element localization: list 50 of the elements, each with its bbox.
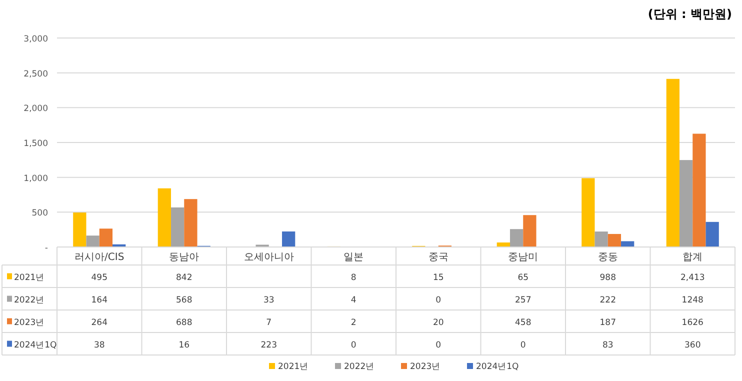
y-tick-label: 500 (32, 208, 48, 219)
x-tick-label: 중국 (428, 252, 448, 263)
y-tick-label: 2,500 (24, 69, 48, 80)
data-label: 20 (432, 318, 444, 328)
data-label: 264 (91, 318, 108, 328)
data-label: 688 (176, 318, 192, 328)
data-label: 2,413 (680, 272, 705, 283)
data-label: 257 (515, 295, 532, 306)
data-label: 16 (178, 340, 190, 350)
data-label: 8 (350, 272, 356, 283)
x-tick-label: 합계 (682, 252, 703, 263)
y-tick-label: 1,000 (24, 174, 48, 184)
y-tick-label: - (44, 244, 48, 254)
data-label: 222 (600, 295, 616, 306)
data-label: 842 (176, 272, 192, 283)
legend-label: 2021년 (14, 272, 45, 283)
y-tick-label: 3,000 (24, 34, 48, 44)
x-tick-label: 일본 (344, 252, 364, 263)
data-label: 0 (436, 295, 442, 306)
data-label: 1626 (682, 318, 704, 328)
y-tick-label: 2,000 (24, 104, 48, 114)
data-label: 38 (94, 340, 105, 350)
data-label: 1248 (682, 295, 704, 306)
data-label: 65 (518, 272, 529, 283)
data-label: 988 (600, 272, 616, 283)
data-label: 0 (436, 340, 442, 350)
x-tick-label: 동남아 (169, 252, 200, 263)
data-label: 2 (350, 318, 356, 328)
x-tick-label: 러시아/CIS (74, 252, 124, 263)
data-label: 4 (350, 295, 356, 306)
legend-label: 2022년 (14, 295, 45, 306)
data-label: 458 (515, 318, 532, 328)
y-tick-label: 1,500 (24, 139, 48, 149)
data-label: 7 (266, 318, 272, 328)
data-label: 495 (91, 272, 108, 283)
x-tick-label: 오세아니아 (244, 252, 294, 263)
data-label: 187 (600, 318, 616, 328)
text: (단위 : 백만원) (648, 7, 732, 21)
data-label: 164 (91, 295, 108, 306)
x-tick-label: 중동 (598, 252, 618, 263)
x-tick-label: 중남미 (508, 252, 538, 263)
data-label: 223 (260, 340, 277, 350)
data-label: 0 (520, 340, 526, 350)
data-label: 33 (263, 295, 274, 306)
legend-label: 2023년 (14, 318, 45, 328)
data-label: 360 (684, 340, 701, 350)
data-label: 15 (432, 272, 444, 283)
data-label: 83 (602, 340, 614, 350)
data-label: 0 (350, 340, 356, 350)
data-label: 568 (176, 295, 192, 306)
